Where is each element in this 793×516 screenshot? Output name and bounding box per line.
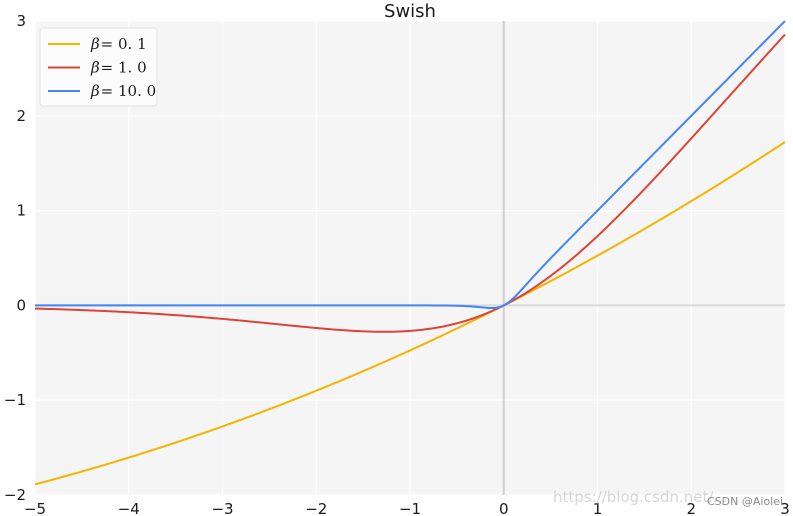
y-tick-label-0: −2 <box>4 486 26 504</box>
x-tick-label-1: −4 <box>118 500 140 516</box>
x-tick-label-5: 0 <box>499 500 509 516</box>
x-tick-label-6: 1 <box>593 500 603 516</box>
x-tick-label-3: −2 <box>305 500 327 516</box>
y-tick-labels: −2 −1 0 1 2 3 <box>4 12 26 504</box>
legend-label-2: β= 10. 0 <box>90 82 156 100</box>
grid <box>34 20 786 496</box>
series-line-0 <box>34 141 786 486</box>
watermark-label: CSDN @Aiolei <box>707 495 783 508</box>
legend-label-0: β= 0. 1 <box>90 35 147 53</box>
y-tick-label-2: 0 <box>16 296 26 314</box>
series-line-2 <box>35 20 786 310</box>
x-tick-label-0: −5 <box>24 500 46 516</box>
chart-title: Swish <box>384 1 436 22</box>
legend: β= 0. 1 β= 1. 0 β= 10. 0 <box>39 27 158 107</box>
x-tick-label-4: −1 <box>399 500 421 516</box>
y-tick-label-5: 3 <box>16 12 26 30</box>
y-tick-label-4: 2 <box>16 107 26 125</box>
x-tick-label-7: 2 <box>686 500 696 516</box>
y-tick-label-1: −1 <box>4 391 26 409</box>
series-line-1 <box>34 33 786 333</box>
watermark-url: https://blog.csdn.net/... <box>553 488 728 506</box>
y-tick-label-3: 1 <box>16 202 26 220</box>
x-tick-labels: −5 −4 −3 −2 −1 0 1 2 3 <box>24 500 790 516</box>
legend-label-1: β= 1. 0 <box>90 59 147 77</box>
x-tick-label-2: −3 <box>211 500 233 516</box>
legend-box <box>39 27 158 107</box>
series-lines <box>34 20 786 486</box>
x-tick-label-8: 3 <box>780 500 790 516</box>
